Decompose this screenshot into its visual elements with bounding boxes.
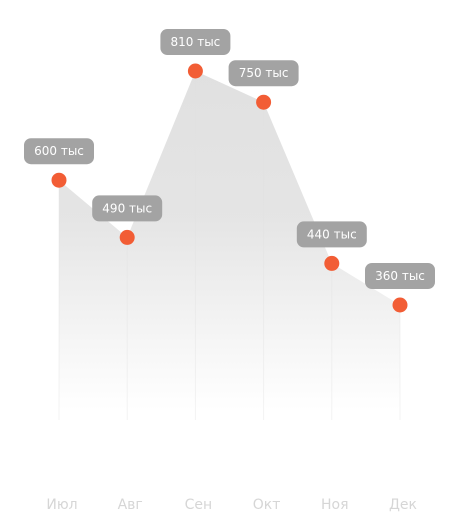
- callout-box: [92, 195, 163, 222]
- callout-label: 490 тыс: [102, 201, 152, 215]
- x-tick-label: Окт: [253, 497, 281, 513]
- area-series: [59, 71, 400, 410]
- value-callout-Дек: 360 тыс: [365, 263, 435, 289]
- value-callout-Ноя: 440 тыс: [296, 221, 367, 248]
- callout-label: 360 тыс: [375, 269, 425, 283]
- x-tick-label: Дек: [389, 497, 417, 513]
- callout-box: [296, 221, 367, 248]
- data-labels: 600 тыс 490 тыс 810 тыс 750 тыс 440 тыс 360 т…: [24, 29, 435, 289]
- data-points: [51, 63, 408, 313]
- data-point-Сен[interactable]: [187, 63, 203, 79]
- callout-box: [365, 263, 435, 289]
- value-callout-Сен: 810 тыс: [160, 29, 231, 55]
- callout-box: [24, 138, 94, 165]
- x-tick-label: Сен: [185, 497, 213, 513]
- value-callout-Авг: 490 тыс: [92, 195, 163, 222]
- data-point-Окт[interactable]: [256, 94, 272, 110]
- data-point-Дек[interactable]: [392, 297, 408, 313]
- callout-label: 600 тыс: [34, 144, 84, 158]
- x-tick-label: Июл: [46, 497, 77, 513]
- data-point-Июл[interactable]: [51, 172, 67, 188]
- value-callout-Июл: 600 тыс: [24, 138, 94, 165]
- data-point-Ноя[interactable]: [324, 255, 340, 271]
- area-fill: [59, 71, 400, 410]
- data-point-Авг[interactable]: [119, 229, 135, 245]
- callout-box: [160, 29, 231, 55]
- callout-label: 440 тыс: [307, 227, 357, 241]
- x-tick-label: Авг: [118, 497, 143, 513]
- x-tick-label: Ноя: [321, 497, 349, 513]
- callout-label: 810 тыс: [171, 35, 221, 49]
- callout-label: 750 тыс: [239, 66, 289, 80]
- x-axis: Июл Авг Сен Окт Ноя Дек: [46, 497, 417, 513]
- value-callout-Окт: 750 тыс: [228, 60, 299, 87]
- callout-box: [228, 60, 299, 87]
